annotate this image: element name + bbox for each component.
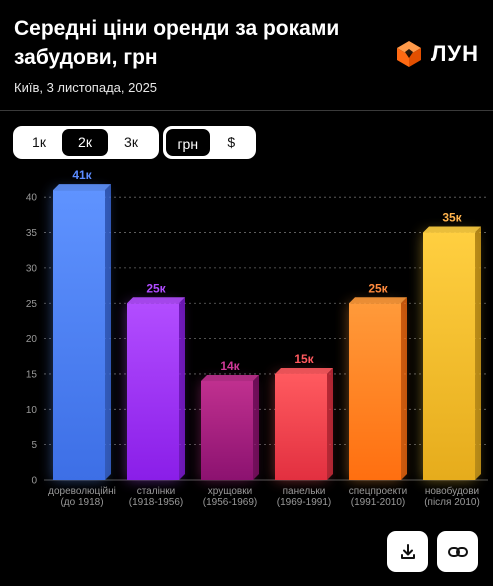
bar-value-label: 25к	[368, 281, 388, 295]
currency-option-uah[interactable]: грн	[166, 129, 210, 156]
bar-top	[127, 297, 185, 304]
x-tick-label: новобудови	[425, 485, 479, 497]
copy-link-button[interactable]	[437, 531, 478, 572]
y-tick-label: 0	[31, 476, 37, 487]
currency-option-usd[interactable]: $	[227, 134, 236, 150]
link-icon	[447, 546, 468, 557]
bar-top	[53, 184, 111, 191]
bar	[53, 190, 105, 480]
y-tick-label: 15	[26, 369, 38, 380]
grid: 0 5 10 15 20 25 30 35 40	[26, 193, 488, 487]
bar-side	[179, 297, 185, 480]
bar	[349, 303, 401, 480]
bar-value-label: 35к	[442, 211, 462, 225]
bar-value-label: 25к	[146, 281, 166, 295]
x-tick-label: (до 1918)	[60, 497, 103, 508]
y-tick-label: 25	[26, 299, 38, 310]
brand-logo[interactable]: ЛУН	[395, 40, 479, 68]
rooms-option-1k[interactable]: 1к	[32, 134, 46, 150]
x-tick-label: (після 2010)	[424, 497, 480, 508]
download-button[interactable]	[387, 531, 428, 572]
y-tick-label: 20	[26, 334, 38, 345]
x-tick-label: (1956-1969)	[203, 497, 257, 508]
rooms-option-3k[interactable]: 3к	[124, 134, 138, 150]
bar-side	[475, 226, 481, 480]
rooms-option-2k[interactable]: 2к	[62, 129, 108, 156]
y-tick-label: 30	[26, 263, 38, 274]
chart-header: Середні ціни оренди за роками забудови, …	[14, 14, 479, 95]
x-tick-label: (1969-1991)	[277, 497, 331, 508]
y-tick-label: 40	[26, 193, 38, 204]
bar-side	[401, 297, 407, 480]
x-tick-label: хрущовки	[208, 486, 252, 497]
y-tick-label: 5	[31, 440, 37, 451]
bar-value-label: 15к	[294, 352, 314, 366]
brand-name: ЛУН	[430, 41, 479, 66]
labels: 41к дореволюційні(до 1918) 25к сталінки(191…	[48, 168, 480, 508]
y-tick-label: 35	[26, 228, 38, 239]
x-tick-label: спецпроекти	[349, 486, 407, 497]
bar	[201, 381, 253, 480]
x-tick-label: панельки	[283, 486, 326, 497]
bar-value-label: 14к	[220, 359, 240, 373]
x-tick-label: дореволюційні	[48, 486, 116, 497]
x-tick-label: (1918-1956)	[129, 497, 183, 508]
bar-side	[105, 184, 111, 480]
rooms-selector: 1к 2к 3к	[13, 126, 159, 159]
bar-top	[349, 297, 407, 304]
bar-side	[327, 367, 333, 480]
x-tick-label: (1991-2010)	[351, 497, 405, 508]
y-tick-label: 10	[26, 405, 38, 416]
bars	[53, 184, 481, 480]
bar-top	[423, 226, 481, 233]
bar-value-label: 41к	[72, 168, 92, 182]
bar-top	[201, 375, 259, 382]
chart-subtitle: Київ, 3 листопада, 2025	[14, 80, 158, 95]
chart-title: Середні ціни оренди за роками забудови, …	[14, 17, 340, 69]
header-divider	[0, 110, 493, 111]
bar	[423, 232, 475, 480]
x-tick-label: сталінки	[137, 486, 176, 497]
bar	[275, 373, 327, 480]
bar-side	[253, 375, 259, 480]
orange-cube-icon	[396, 41, 421, 67]
download-icon	[400, 543, 415, 559]
bar-chart: 0 5 10 15 20 25 30 35 40 41к дореволюційні(до 191…	[26, 168, 488, 508]
bar	[127, 303, 179, 480]
currency-selector: грн $	[163, 126, 256, 159]
bar-top	[275, 367, 333, 374]
